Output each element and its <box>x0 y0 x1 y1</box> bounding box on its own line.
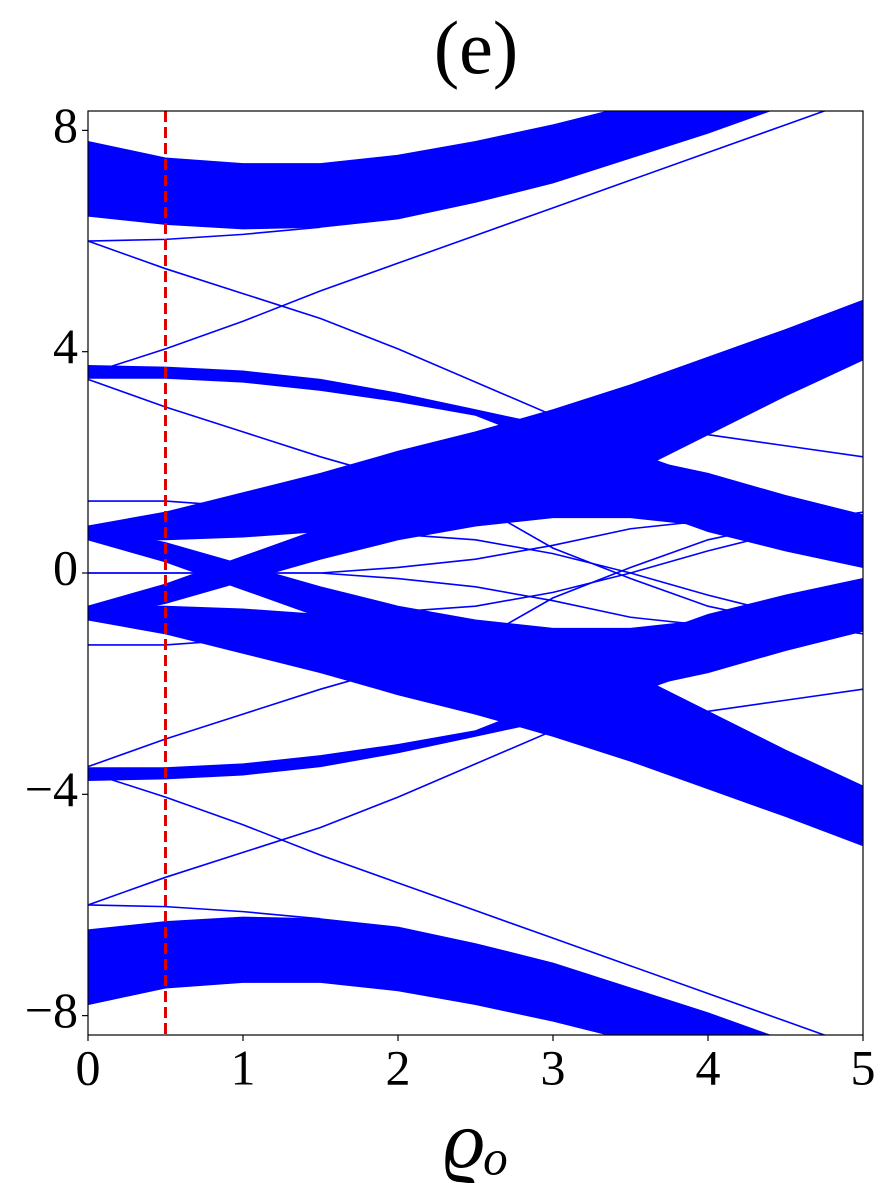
x-axis-label: ϱₒ <box>443 1094 508 1183</box>
x-tick-label: 1 <box>231 1039 256 1095</box>
x-tick-label: 3 <box>541 1039 566 1095</box>
band-line <box>88 904 321 920</box>
y-tick-label: 4 <box>53 318 78 374</box>
y-tick-label: −4 <box>25 761 78 817</box>
band-line <box>88 500 863 624</box>
band-line <box>88 378 863 635</box>
band-line <box>88 226 321 242</box>
band-line <box>88 522 863 646</box>
band <box>88 111 772 230</box>
y-tick-label: 0 <box>53 539 78 595</box>
y-tick-label: 8 <box>53 97 78 153</box>
band-line <box>88 111 827 375</box>
band <box>88 456 863 621</box>
x-tick-label: 0 <box>76 1039 101 1095</box>
plot-area <box>88 111 863 1035</box>
band-line <box>88 240 863 458</box>
axes: 0 1 2 3 4 5 −8 −4 0 4 8 <box>25 97 876 1096</box>
x-tick-label: 4 <box>696 1039 721 1095</box>
x-tick-label: 2 <box>386 1039 411 1095</box>
band <box>88 525 863 690</box>
band-line <box>88 771 827 1035</box>
chart-title: (e) <box>434 6 518 90</box>
band-line <box>88 511 863 768</box>
band-line <box>88 519 863 574</box>
band-line <box>88 688 863 906</box>
y-tick-label: −8 <box>25 982 78 1038</box>
band <box>88 916 772 1035</box>
x-tick-label: 5 <box>851 1039 876 1095</box>
